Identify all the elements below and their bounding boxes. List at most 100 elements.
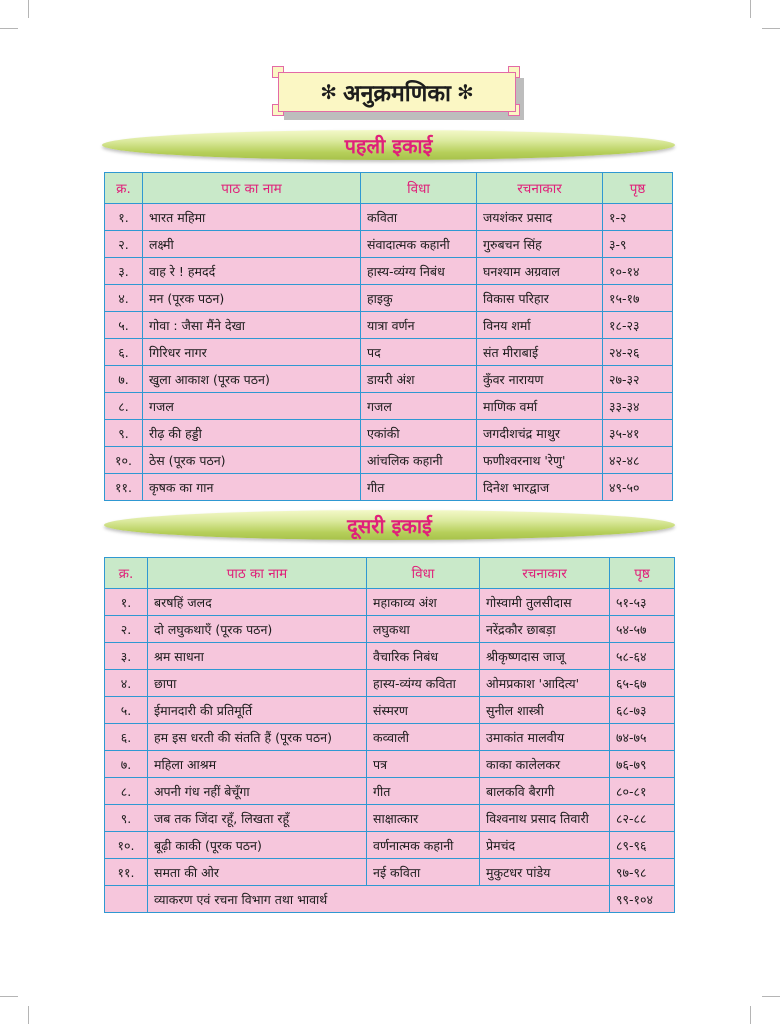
cell-genre: लघुकथा: [366, 615, 480, 643]
asterisk-icon: ✻: [456, 80, 474, 104]
table-row: ७. महिला आश्रम पत्र काका कालेलकर ७६-७९: [104, 750, 675, 778]
table-row: २. दो लघुकथाएँ (पूरक पठन) लघुकथा नरेंद्रकौर…: [104, 615, 675, 643]
cell-genre: नई कविता: [366, 858, 480, 886]
table-row: ४. छापा हास्य-व्यंग्य कविता ओमप्रकाश 'आदित्…: [104, 669, 675, 697]
cell-author: नरेंद्रकौर छाबड़ा: [479, 615, 610, 643]
cell-lesson: भारत महिमा: [142, 203, 361, 231]
crop-mark: [28, 1006, 29, 1024]
cell-author: कुँवर नारायण: [476, 365, 603, 393]
cell-genre: हास्य-व्यंग्य निबंध: [360, 257, 477, 285]
cell-author: उमाकांत मालवीय: [479, 723, 610, 751]
cell-lesson: बूढ़ी काकी (पूरक पठन): [147, 831, 367, 859]
cell-author: विनय शर्मा: [476, 311, 603, 339]
cell-lesson: कृषक का गान: [142, 473, 361, 501]
cell-no: ३.: [104, 257, 143, 285]
crop-mark: [750, 0, 751, 18]
cell-no: २.: [104, 615, 148, 643]
table-row: ६. गिरिधर नागर पद संत मीराबाई २४-२६: [104, 338, 673, 366]
crop-mark: [0, 28, 18, 29]
table-footer-row: व्याकरण एवं रचना विभाग तथा भावार्थ ९९-१०४: [104, 885, 675, 913]
cell-no: ८.: [104, 777, 148, 805]
cell-author: श्रीकृष्णदास जाजू: [479, 642, 610, 670]
cell-author: गुरुबचन सिंह: [476, 230, 603, 258]
header-no: क्र.: [104, 557, 148, 589]
table-row: ५. गोवा : जैसा मैंने देखा यात्रा वर्णन विनय…: [104, 311, 673, 339]
cell-no: ११.: [104, 473, 143, 501]
cell-page: १५-१७: [602, 284, 673, 312]
unit2-title: दूसरी इकाई: [347, 513, 432, 538]
cell-page: १०-१४: [602, 257, 673, 285]
header-author: रचनाकार: [479, 557, 610, 589]
cell-no: ९.: [104, 804, 148, 832]
header-author: रचनाकार: [476, 172, 603, 204]
header-genre: विधा: [366, 557, 480, 589]
cell-lesson: वाह रे ! हमदर्द: [142, 257, 361, 285]
cell-no: ७.: [104, 750, 148, 778]
cell-author: जगदीशचंद्र माथुर: [476, 419, 603, 447]
table-row: ४. मन (पूरक पठन) हाइकु विकास परिहार १५-१७: [104, 284, 673, 312]
cell-genre: वैचारिक निबंध: [366, 642, 480, 670]
cell-author: विश्वनाथ प्रसाद तिवारी: [479, 804, 610, 832]
cell-lesson: गिरिधर नागर: [142, 338, 361, 366]
table-row: ११. समता की ओर नई कविता मुकुटधर पांडेय ९७-९८: [104, 858, 675, 886]
cell-no: १.: [104, 588, 148, 616]
crop-mark: [762, 996, 780, 997]
cell-genre: साक्षात्कार: [366, 804, 480, 832]
cell-lesson: गोवा : जैसा मैंने देखा: [142, 311, 361, 339]
table-row: ९. रीढ़ की हड्डी एकांकी जगदीशचंद्र माथुर ३५-…: [104, 419, 673, 447]
cell-lesson: व्याकरण एवं रचना विभाग तथा भावार्थ: [147, 885, 610, 913]
cell-author: ओमप्रकाश 'आदित्य': [479, 669, 610, 697]
cell-author: संत मीराबाई: [476, 338, 603, 366]
header-page: पृष्ठ: [602, 172, 673, 204]
unit1-table: क्र. पाठ का नाम विधा रचनाकार पृष्ठ १. भार…: [104, 172, 673, 501]
cell-genre: गीत: [360, 473, 477, 501]
header-lesson: पाठ का नाम: [142, 172, 361, 204]
cell-no: ५.: [104, 311, 143, 339]
cell-genre: गजल: [360, 392, 477, 420]
cell-no: ४.: [104, 284, 143, 312]
cell-no: ५.: [104, 696, 148, 724]
table-header-row: क्र. पाठ का नाम विधा रचनाकार पृष्ठ: [104, 172, 673, 204]
cell-lesson: ठेस (पूरक पठन): [142, 446, 361, 474]
cell-lesson: जब तक जिंदा रहूँ, लिखता रहूँ: [147, 804, 367, 832]
cell-author: मुकुटधर पांडेय: [479, 858, 610, 886]
cell-genre: महाकाव्य अंश: [366, 588, 480, 616]
cell-lesson: गजल: [142, 392, 361, 420]
cell-author: जयशंकर प्रसाद: [476, 203, 603, 231]
cell-lesson: महिला आश्रम: [147, 750, 367, 778]
header-lesson: पाठ का नाम: [147, 557, 367, 589]
cell-genre: पत्र: [366, 750, 480, 778]
cell-genre: कव्वाली: [366, 723, 480, 751]
cell-genre: वर्णनात्मक कहानी: [366, 831, 480, 859]
cell-no: [104, 885, 148, 913]
unit2-banner: दूसरी इकाई: [104, 510, 675, 540]
cell-genre: यात्रा वर्णन: [360, 311, 477, 339]
table-row: ३. श्रम साधना वैचारिक निबंध श्रीकृष्णदास जा…: [104, 642, 675, 670]
table-row: ५. ईमानदारी की प्रतिमूर्ति संस्मरण सुनील शा…: [104, 696, 675, 724]
table-row: १०. ठेस (पूरक पठन) आंचलिक कहानी फणीश्वरनाथ …: [104, 446, 673, 474]
cell-no: १०.: [104, 831, 148, 859]
cell-no: ८.: [104, 392, 143, 420]
cell-lesson: छापा: [147, 669, 367, 697]
cell-lesson: दो लघुकथाएँ (पूरक पठन): [147, 615, 367, 643]
table-row: ११. कृषक का गान गीत दिनेश भारद्वाज ४९-५०: [104, 473, 673, 501]
index-title-panel: ✻ अनुक्रमणिका ✻: [272, 66, 528, 122]
cell-genre: हाइकु: [360, 284, 477, 312]
cell-author: काका कालेलकर: [479, 750, 610, 778]
cell-genre: एकांकी: [360, 419, 477, 447]
cell-no: १०.: [104, 446, 143, 474]
cell-genre: पद: [360, 338, 477, 366]
cell-no: ४.: [104, 669, 148, 697]
cell-lesson: श्रम साधना: [147, 642, 367, 670]
cell-page: ९९-१०४: [609, 885, 675, 913]
cell-lesson: समता की ओर: [147, 858, 367, 886]
cell-page: ५१-५३: [609, 588, 675, 616]
cell-no: १.: [104, 203, 143, 231]
page-title-text: अनुक्रमणिका: [343, 81, 451, 107]
table-header-row: क्र. पाठ का नाम विधा रचनाकार पृष्ठ: [104, 557, 675, 589]
cell-page: ५८-६४: [609, 642, 675, 670]
unit2-table: क्र. पाठ का नाम विधा रचनाकार पृष्ठ १. बर…: [104, 557, 675, 913]
asterisk-icon: ✻: [320, 80, 338, 104]
table-row: १. बरषहिं जलद महाकाव्य अंश गोस्वामी तुलसीद…: [104, 588, 675, 616]
cell-genre: हास्य-व्यंग्य कविता: [366, 669, 480, 697]
